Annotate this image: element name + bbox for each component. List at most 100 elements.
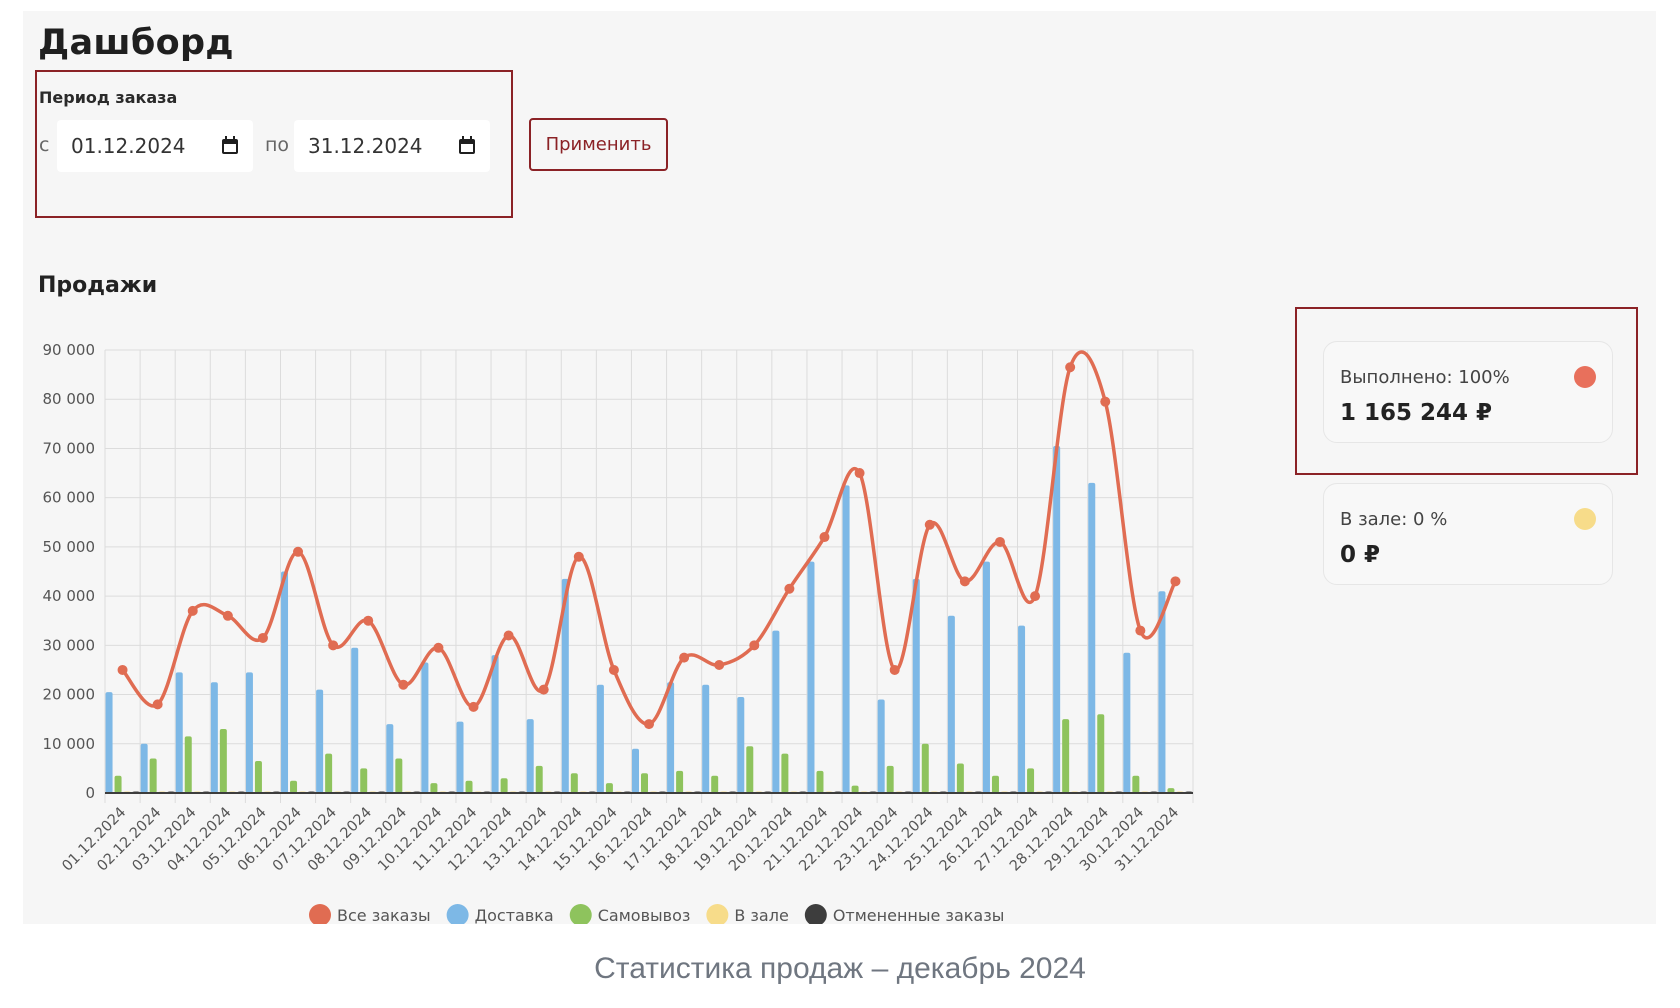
bar: [711, 775, 719, 793]
stat-completed-label: Выполнено: 100%: [1340, 367, 1510, 388]
bar: [1062, 719, 1070, 793]
chart-grid: [104, 349, 1194, 803]
dashboard-screen: Дашборд Период заказа с 01.12.2024 по 31…: [23, 11, 1656, 924]
legend-label: Все заказы: [337, 906, 431, 924]
bar: [702, 684, 710, 793]
data-point: [293, 546, 304, 557]
data-point: [924, 519, 935, 530]
bar: [632, 748, 639, 793]
apply-button[interactable]: Применить: [529, 118, 668, 171]
bar: [1088, 482, 1096, 793]
bar: [175, 672, 183, 793]
data-point: [819, 532, 830, 543]
data-point: [749, 640, 760, 651]
bar: [184, 736, 192, 793]
bar: [465, 780, 473, 793]
data-point: [468, 701, 479, 712]
bar: [1053, 445, 1061, 793]
bar: [596, 684, 604, 793]
data-point: [644, 719, 654, 730]
date-to-prefix: по: [265, 134, 290, 156]
bar: [456, 721, 464, 793]
bar: [667, 682, 675, 793]
calendar-icon[interactable]: [221, 136, 239, 155]
bar: [219, 729, 227, 793]
stat-in-hall-label: В зале: 0 %: [1340, 509, 1448, 530]
data-point: [994, 536, 1005, 547]
y-tick-label: 40 000: [43, 587, 96, 605]
bar: [1167, 788, 1175, 793]
data-point: [854, 468, 865, 479]
data-point: [187, 605, 198, 616]
bar: [1132, 775, 1140, 793]
data-point: [328, 640, 339, 651]
bar: [395, 758, 403, 793]
y-tick-label: 70 000: [43, 439, 96, 457]
bar: [781, 753, 789, 793]
bar: [351, 647, 359, 793]
y-tick-label: 10 000: [43, 735, 96, 753]
bar-series: [114, 714, 1175, 793]
y-tick-label: 20 000: [43, 686, 96, 704]
legend-swatch: [569, 904, 592, 924]
bar: [746, 746, 754, 793]
y-tick-label: 30 000: [43, 636, 96, 654]
bar: [570, 773, 578, 793]
legend-label: Доставка: [475, 906, 554, 924]
bar: [561, 578, 569, 793]
bar: [991, 775, 999, 793]
data-point: [257, 632, 268, 643]
calendar-icon[interactable]: [458, 136, 476, 155]
bar: [737, 697, 745, 793]
data-point: [1030, 591, 1041, 602]
bar: [1027, 768, 1035, 793]
bar: [290, 780, 298, 793]
bar: [772, 630, 780, 793]
bar: [877, 699, 885, 793]
data-point: [152, 699, 163, 710]
date-from-input[interactable]: 01.12.2024: [57, 120, 253, 172]
figure-caption: Статистика продаж – декабрь 2024: [594, 952, 1086, 985]
bar: [254, 761, 262, 793]
bar: [325, 753, 333, 793]
bar: [114, 775, 122, 793]
bar: [1123, 652, 1131, 793]
data-point: [784, 583, 795, 594]
stat-in-hall-value: 0 ₽: [1340, 542, 1381, 568]
bar: [851, 785, 859, 793]
data-point: [433, 642, 444, 653]
y-tick-label: 50 000: [43, 538, 96, 556]
bar: [281, 571, 289, 793]
data-point: [959, 576, 970, 587]
y-tick-label: 80 000: [43, 390, 96, 408]
date-from-value: 01.12.2024: [71, 134, 186, 158]
date-to-value: 31.12.2024: [308, 134, 423, 158]
bar-series: [105, 445, 1166, 793]
bar: [210, 682, 218, 793]
bar: [500, 778, 508, 793]
bar: [956, 763, 964, 793]
bar: [421, 662, 429, 793]
status-dot-icon: [1574, 508, 1596, 530]
legend-label: Самовывоз: [598, 906, 691, 924]
chart-legend: Все заказы Доставка Самовывоз В зале Отменен…: [309, 904, 1004, 924]
status-dot-icon: [1574, 366, 1596, 388]
legend-swatch: [804, 904, 827, 924]
legend-swatch: [309, 904, 331, 924]
legend-label: Отмененные заказы: [833, 906, 1005, 924]
bar: [842, 485, 850, 793]
sales-section-title: Продажи: [38, 273, 158, 298]
line-series: [117, 350, 1181, 730]
data-point: [573, 551, 584, 562]
bar: [1097, 714, 1105, 793]
data-point: [1100, 396, 1111, 407]
date-to-input[interactable]: 31.12.2024: [294, 120, 490, 172]
bar: [982, 561, 990, 793]
bar: [316, 689, 324, 793]
bar: [807, 561, 815, 793]
date-from-prefix: с: [39, 134, 50, 156]
bar: [886, 765, 894, 793]
bar: [245, 672, 253, 793]
bar: [360, 768, 368, 793]
data-point: [679, 652, 690, 663]
